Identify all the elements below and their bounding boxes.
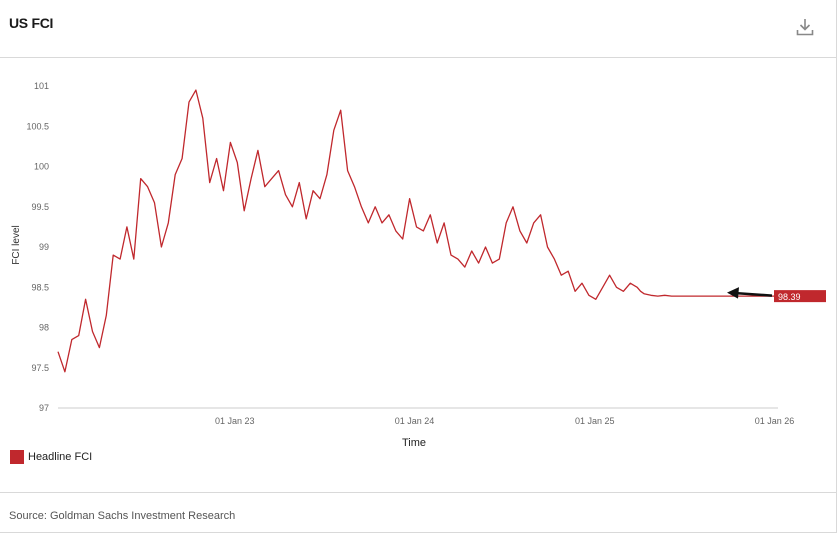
series-group [57,89,778,373]
y-axis: 97 97.5 98 98.5 99 99.5 100 100.5 101 [26,81,49,413]
x-tick-label: 01 Jan 25 [575,416,615,426]
x-axis: 01 Jan 23 01 Jan 24 01 Jan 25 01 Jan 26 [58,407,795,426]
legend: Headline FCI [10,449,92,465]
last-value-badge [774,290,826,303]
x-tick-label: 01 Jan 23 [215,416,255,426]
footer-divider [0,492,836,493]
y-tick-label: 101 [34,81,49,91]
series-line-headline-fci[interactable] [57,89,778,373]
source-note: Source: Goldman Sachs Investment Researc… [9,510,236,522]
y-tick-label: 98 [39,323,49,333]
last-value-label: 98.39 [778,292,801,302]
x-tick-label: 01 Jan 24 [395,416,435,426]
y-tick-label: 100 [34,162,49,172]
legend-swatch[interactable] [10,450,24,464]
y-axis-label: FCI level [11,225,22,264]
annotation-group: 98.39 [727,287,826,303]
y-tick-label: 97.5 [31,363,49,373]
y-tick-label: 99.5 [31,202,49,212]
y-tick-label: 99 [39,242,49,252]
arrow-head [727,287,739,299]
y-tick-label: 97 [39,403,49,413]
chart-title: US FCI [9,15,54,31]
chart-header: US FCI [0,0,836,58]
y-tick-label: 98.5 [31,282,49,292]
x-tick-label: 01 Jan 26 [755,416,795,426]
arrow-shaft [735,291,773,297]
download-icon[interactable] [794,16,816,38]
legend-label[interactable]: Headline FCI [28,451,93,463]
y-tick-label: 100.5 [26,121,49,131]
x-axis-label: Time [402,437,426,449]
